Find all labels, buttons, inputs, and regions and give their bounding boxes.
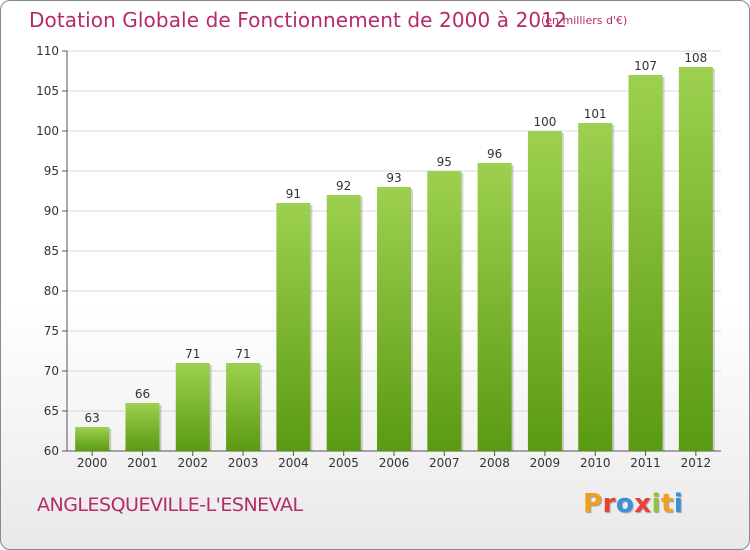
value-label: 100 [533,115,556,129]
value-label: 95 [437,155,452,169]
y-tick-label: 85 [44,244,59,258]
bar-2008 [477,163,512,451]
value-label: 108 [684,51,707,65]
bar-2010 [578,123,613,451]
bar-2009 [527,131,562,451]
value-label: 107 [634,59,657,73]
value-label: 91 [286,187,301,201]
value-label: 101 [584,107,607,121]
chart-unit: (en milliers d'€) [541,14,628,27]
x-tick-label: 2006 [379,456,410,470]
y-tick-label: 75 [44,324,59,338]
chart-title: Dotation Globale de Fonctionnement de 20… [29,8,567,32]
value-label: 71 [185,347,200,361]
y-tick-label: 110 [36,44,59,58]
x-tick-label: 2009 [530,456,561,470]
y-tick-label: 65 [44,404,59,418]
y-tick-label: 100 [36,124,59,138]
value-label: 66 [135,387,150,401]
bar-2006 [377,187,411,451]
y-tick-label: 60 [44,444,59,458]
x-tick-label: 2011 [630,456,661,470]
x-tick-label: 2007 [429,456,460,470]
value-label: 63 [85,411,100,425]
x-tick-label: 2000 [77,456,108,470]
bar-2011 [628,75,663,451]
commune-name: ANGLESQUEVILLE-L'ESNEVAL [37,494,303,516]
bar-2000 [75,427,110,451]
proxiti-logo: Proxiti [583,489,684,519]
y-tick-label: 90 [44,204,59,218]
y-tick-label: 105 [36,84,59,98]
bar-2005 [326,195,361,451]
x-tick-label: 2001 [127,456,158,470]
value-label: 93 [386,171,401,185]
bar-2007 [427,171,462,451]
x-tick-label: 2003 [228,456,259,470]
y-tick-label: 95 [44,164,59,178]
bar-2012 [678,67,713,451]
x-tick-label: 2004 [278,456,309,470]
x-tick-label: 2008 [479,456,510,470]
x-tick-label: 2010 [580,456,611,470]
y-tick-label: 70 [44,364,59,378]
x-tick-label: 2005 [328,456,359,470]
x-tick-label: 2012 [681,456,712,470]
bar-2002 [175,363,210,451]
value-label: 92 [336,179,351,193]
bar-2003 [226,363,261,451]
bar-2001 [125,403,160,451]
y-tick-label: 80 [44,284,59,298]
value-label: 71 [235,347,250,361]
x-tick-label: 2002 [177,456,208,470]
bar-2004 [276,203,311,451]
value-label: 96 [487,147,502,161]
